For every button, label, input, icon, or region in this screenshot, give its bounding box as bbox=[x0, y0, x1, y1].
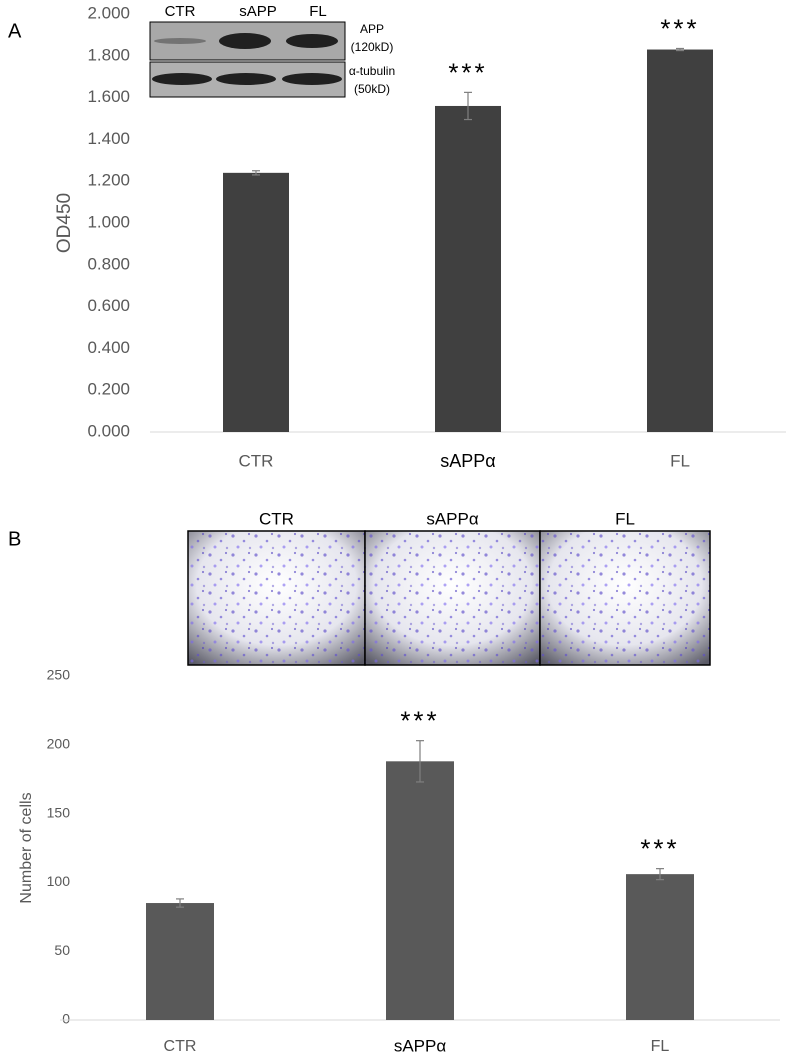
x-tick-label: sAPPα bbox=[394, 1036, 447, 1055]
panel-label: A bbox=[8, 20, 22, 42]
error-bar bbox=[676, 47, 684, 52]
significance-label: *** bbox=[448, 57, 487, 87]
image-label: CTR bbox=[259, 509, 294, 528]
error-bar bbox=[656, 868, 664, 881]
lane-label: FL bbox=[309, 3, 327, 20]
y-tick-label: 0.400 bbox=[87, 338, 130, 357]
y-tick-label: 0.600 bbox=[87, 296, 130, 315]
y-tick-label: 50 bbox=[54, 942, 70, 958]
error-bar bbox=[416, 740, 424, 783]
y-axis-label: OD450 bbox=[54, 193, 75, 253]
y-tick-label: 100 bbox=[47, 873, 71, 889]
significance-label: *** bbox=[660, 13, 699, 43]
y-tick-label: 1.800 bbox=[87, 45, 130, 64]
y-tick-label: 1.400 bbox=[87, 129, 130, 148]
y-tick-label: 0 bbox=[62, 1011, 70, 1027]
image-label: sAPPα bbox=[426, 509, 479, 528]
bar bbox=[146, 903, 214, 1020]
y-tick-label: 1.200 bbox=[87, 171, 130, 190]
x-tick-label: sAPPα bbox=[440, 451, 495, 471]
bar bbox=[626, 874, 694, 1020]
y-tick-label: 2.000 bbox=[87, 3, 130, 22]
micrograph-cells bbox=[539, 530, 711, 666]
bar bbox=[223, 172, 289, 432]
blot-band bbox=[219, 33, 271, 49]
error-bar bbox=[464, 91, 472, 121]
y-axis-label: Number of cells bbox=[18, 792, 35, 903]
blot-band bbox=[282, 73, 342, 85]
y-tick-label: 150 bbox=[47, 804, 71, 820]
band-label: (50kD) bbox=[354, 82, 390, 96]
lane-label: CTR bbox=[165, 3, 196, 20]
error-bar bbox=[176, 898, 184, 908]
band-label: α-tubulin bbox=[349, 64, 395, 78]
band-label: APP bbox=[360, 22, 384, 36]
bar bbox=[647, 49, 713, 432]
blot-band bbox=[286, 34, 338, 48]
y-tick-label: 1.000 bbox=[87, 212, 130, 231]
y-tick-label: 0.800 bbox=[87, 254, 130, 273]
y-tick-label: 200 bbox=[47, 736, 71, 752]
y-tick-label: 250 bbox=[47, 667, 71, 683]
bar bbox=[435, 105, 501, 433]
blot-band bbox=[152, 73, 212, 85]
y-tick-label: 0.200 bbox=[87, 380, 130, 399]
blot-band bbox=[154, 38, 206, 44]
image-label: FL bbox=[615, 509, 635, 528]
band-label: (120kD) bbox=[351, 40, 394, 54]
significance-label: *** bbox=[640, 834, 679, 864]
error-bar bbox=[252, 170, 260, 176]
x-tick-label: FL bbox=[670, 451, 690, 470]
panel-label: B bbox=[8, 528, 21, 550]
x-tick-label: FL bbox=[651, 1038, 670, 1055]
x-tick-label: CTR bbox=[164, 1038, 197, 1055]
y-tick-label: 1.600 bbox=[87, 87, 130, 106]
y-tick-label: 0.000 bbox=[87, 421, 130, 440]
blot-band bbox=[216, 73, 276, 85]
micrograph-cells bbox=[364, 530, 541, 666]
significance-label: *** bbox=[400, 706, 439, 736]
lane-label: sAPP bbox=[239, 3, 277, 20]
bar bbox=[386, 761, 454, 1020]
x-tick-label: CTR bbox=[239, 451, 274, 470]
micrograph-cells bbox=[187, 530, 366, 666]
